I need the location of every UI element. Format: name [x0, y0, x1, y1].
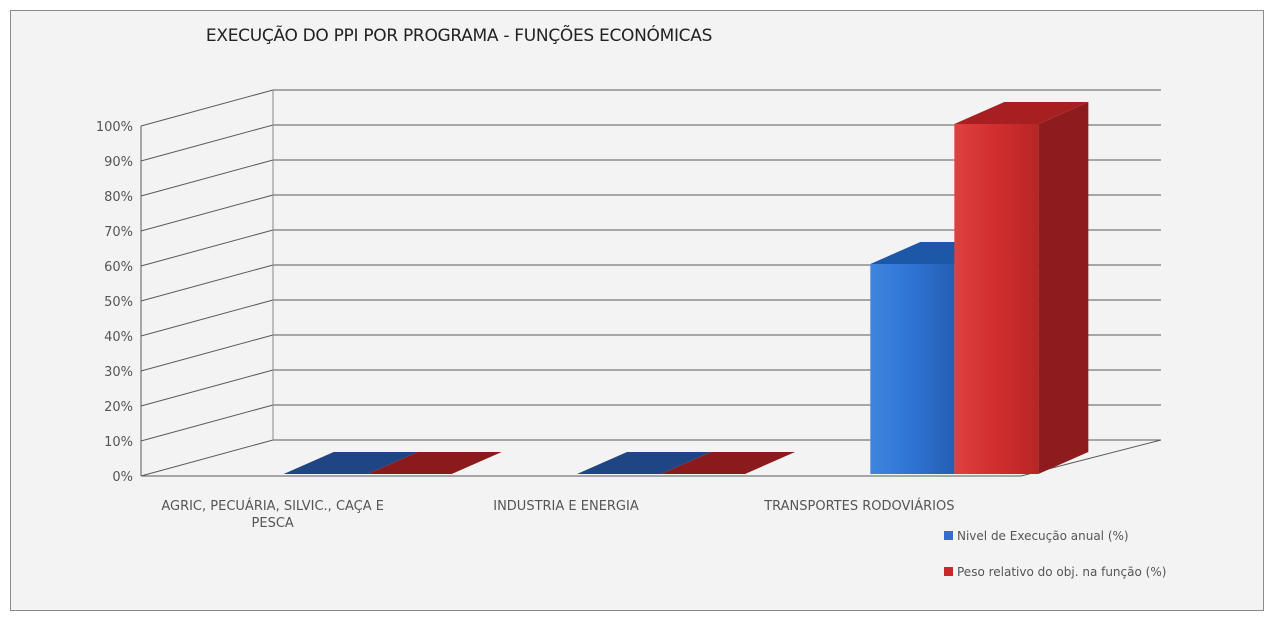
x-category-label-line: TRANSPORTES RODOVIÁRIOS: [763, 498, 954, 514]
bar-chart-3d: EXECUÇÃO DO PPI POR PROGRAMA - FUNÇÕES E…: [96, 24, 1167, 579]
bar-front: [954, 124, 1039, 474]
bar: [367, 452, 502, 474]
x-category-label-line: INDUSTRIA E ENERGIA: [493, 499, 639, 514]
bar-top: [283, 452, 418, 474]
x-category-label-line: AGRIC, PECUÁRIA, SILVIC., CAÇA E: [161, 498, 384, 514]
bar-top: [661, 452, 795, 474]
y-tick-label: 40%: [104, 330, 133, 345]
y-tick-label: 60%: [104, 260, 133, 275]
bars: [283, 102, 1089, 474]
y-axis-ticks: 0% 10% 20% 30% 40% 50% 60% 70% 80% 90% 100%: [96, 120, 133, 485]
y-tick-label: 80%: [104, 190, 133, 205]
y-tick-label: 30%: [104, 365, 133, 380]
category-labels: AGRIC, PECUÁRIA, SILVIC., CAÇA E PESCA IND…: [161, 498, 954, 531]
x-category-label: TRANSPORTES RODOVIÁRIOS: [763, 498, 954, 514]
legend-swatch: [944, 567, 953, 576]
y-tick-label: 70%: [104, 225, 133, 240]
chart-title: EXECUÇÃO DO PPI POR PROGRAMA - FUNÇÕES E…: [206, 24, 712, 46]
y-tick-label: 0%: [112, 470, 133, 485]
bar: [577, 452, 711, 474]
legend-swatch: [944, 531, 953, 540]
x-category-label: INDUSTRIA E ENERGIA: [493, 499, 639, 514]
bar-top: [367, 452, 502, 474]
bar-top: [577, 452, 711, 474]
legend-label: Nivel de Execução anual (%): [957, 529, 1129, 543]
legend-label: Peso relativo do obj. na função (%): [957, 565, 1166, 579]
y-tick-label: 10%: [104, 435, 133, 450]
axes: [140, 90, 1162, 477]
bar: [661, 452, 795, 474]
y-tick-label: 90%: [104, 155, 133, 170]
bar-top: [954, 102, 1089, 124]
bar-front: [870, 264, 955, 474]
y-tick-label: 50%: [104, 295, 133, 310]
y-tick-label: 100%: [96, 120, 133, 135]
chart-frame: EXECUÇÃO DO PPI POR PROGRAMA - FUNÇÕES E…: [10, 10, 1264, 611]
x-category-label: AGRIC, PECUÁRIA, SILVIC., CAÇA E PESCA: [161, 498, 384, 531]
x-category-label-line: PESCA: [252, 516, 294, 531]
bar: [954, 102, 1089, 474]
bar: [283, 452, 418, 474]
legend: Nivel de Execução anual (%) Peso relativo…: [944, 529, 1166, 579]
bar-side: [1038, 102, 1089, 474]
y-tick-label: 20%: [104, 400, 133, 415]
